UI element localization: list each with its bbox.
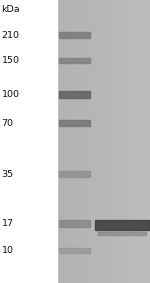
Bar [0,0,57,283]
Bar [58,32,90,38]
Text: kDa: kDa [2,5,20,14]
Text: 70: 70 [2,119,14,128]
Bar [58,248,90,253]
Text: 17: 17 [2,219,14,228]
Bar [58,220,90,227]
Bar [94,220,148,230]
Text: 10: 10 [2,246,14,255]
Bar [58,171,90,177]
Bar [58,58,90,63]
Text: 100: 100 [2,90,20,99]
Text: 35: 35 [2,170,14,179]
Text: 210: 210 [2,31,20,40]
Bar [58,91,90,98]
Text: 150: 150 [2,56,20,65]
Bar [58,120,90,126]
Bar [98,232,146,235]
